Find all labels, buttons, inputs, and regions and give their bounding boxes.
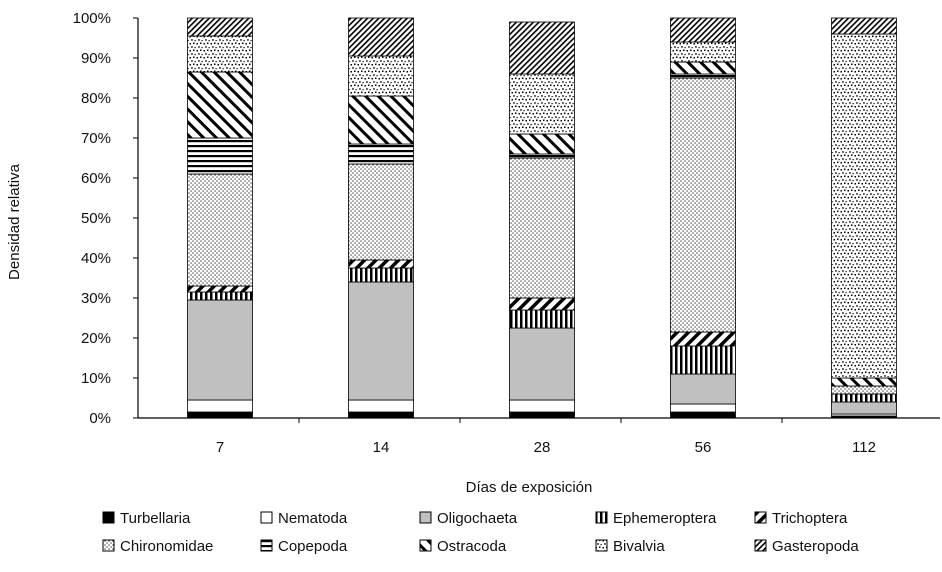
legend-swatch-gasteropoda (754, 539, 767, 552)
x-tick-label: 7 (216, 439, 224, 456)
y-tick-label: 0% (89, 410, 111, 427)
bar-segment-bivalvia-7 (187, 35, 253, 73)
legend-swatch-nematoda (260, 511, 273, 524)
bar-segment-gasteropoda-28 (509, 21, 575, 75)
bar-segment-oligochaeta-14 (348, 281, 414, 401)
bar-segment-bivalvia-56 (670, 41, 736, 63)
y-tick-label: 90% (81, 50, 111, 67)
bar-segment-nematoda-14 (348, 399, 414, 413)
x-tick-label: 56 (695, 439, 712, 456)
x-tick-label: 28 (534, 439, 551, 456)
axes-layer: 0% 10% 20% 30% 40% 50% 60% 70% 80% 90% 100% 7 14 28 56… (73, 10, 940, 456)
legend-swatch-copepoda (260, 539, 273, 552)
bar-segment-oligochaeta-56 (670, 373, 736, 405)
bar-segment-chironomidae-7 (187, 173, 253, 287)
y-axis-title: Densidad relativa (6, 163, 23, 280)
legend-swatch-bivalvia (595, 539, 608, 552)
bar-segment-nematoda-56 (670, 403, 736, 413)
legend-label-bivalvia: Bivalvia (613, 538, 665, 555)
y-tick-label: 10% (81, 370, 111, 387)
y-tick-label: 70% (81, 130, 111, 147)
bar-segment-chironomidae-14 (348, 163, 414, 261)
y-tick-label: 40% (81, 250, 111, 267)
bar-segment-copepoda-56 (670, 73, 736, 79)
bar-segment-gasteropoda-112 (831, 17, 897, 35)
bar-segment-trichoptera-28 (509, 297, 575, 311)
legend-swatch-ephemeroptera (595, 511, 608, 524)
y-tick-label: 80% (81, 90, 111, 107)
bar-segment-ostracoda-14 (348, 95, 414, 145)
y-tick-label: 60% (81, 170, 111, 187)
y-tick-label: 50% (81, 210, 111, 227)
bar-segment-chironomidae-56 (670, 77, 736, 333)
legend-swatch-turbellaria (102, 511, 115, 524)
bar-segment-ephemeroptera-7 (187, 291, 253, 301)
legend-label-gasteropoda: Gasteropoda (772, 538, 859, 555)
legend-swatch-oligochaeta (419, 511, 432, 524)
bar-segment-ephemeroptera-112 (831, 393, 897, 403)
bar-segment-turbellaria-14 (348, 411, 414, 419)
bar-segment-ephemeroptera-56 (670, 345, 736, 375)
bar-segment-gasteropoda-14 (348, 17, 414, 57)
bar-segment-chironomidae-112 (831, 385, 897, 395)
x-axis-title: Días de exposición (466, 479, 593, 496)
legend-label-chironomidae: Chironomidae (120, 538, 213, 555)
bar-segment-ostracoda-112 (831, 377, 897, 387)
bar-segment-ephemeroptera-28 (509, 309, 575, 329)
legend: Turbellaria Nematoda Oligochaeta Ephemeropt… (102, 510, 859, 555)
legend-label-copepoda: Copepoda (278, 538, 348, 555)
bar-segment-copepoda-28 (509, 153, 575, 159)
legend-label-oligochaeta: Oligochaeta (437, 510, 518, 527)
bar-segment-ephemeroptera-14 (348, 267, 414, 283)
legend-swatch-trichoptera (754, 511, 767, 524)
legend-label-ephemeroptera: Ephemeroptera (613, 510, 717, 527)
x-tick-label: 14 (373, 439, 390, 456)
bar-segment-ostracoda-28 (509, 133, 575, 155)
legend-label-nematoda: Nematoda (278, 510, 348, 527)
y-tick-label: 100% (73, 10, 111, 27)
bar-segment-trichoptera-14 (348, 259, 414, 269)
legend-label-ostracoda: Ostracoda (437, 538, 507, 555)
bar-segment-bivalvia-14 (348, 55, 414, 97)
legend-swatch-chironomidae (102, 539, 115, 552)
bar-segment-trichoptera-56 (670, 331, 736, 347)
bar-segment-chironomidae-28 (509, 157, 575, 299)
bar-segment-copepoda-7 (187, 137, 253, 175)
bar-segment-bivalvia-28 (509, 73, 575, 135)
bar-segment-ostracoda-56 (670, 61, 736, 75)
bar-segment-turbellaria-56 (670, 411, 736, 419)
bar-segment-bivalvia-112 (831, 33, 897, 379)
legend-label-turbellaria: Turbellaria (120, 510, 191, 527)
y-tick-label: 30% (81, 290, 111, 307)
x-tick-label: 112 (852, 439, 876, 456)
bar-segment-oligochaeta-28 (509, 327, 575, 401)
bar-segment-copepoda-14 (348, 143, 414, 165)
bar-segment-trichoptera-7 (187, 285, 253, 293)
bar-segment-gasteropoda-7 (187, 17, 253, 37)
bar-segment-turbellaria-7 (187, 411, 253, 419)
bar-segment-turbellaria-28 (509, 411, 575, 419)
bars-layer (187, 17, 897, 419)
bar-segment-nematoda-7 (187, 399, 253, 413)
legend-swatch-ostracoda (419, 539, 432, 552)
bar-segment-nematoda-28 (509, 399, 575, 413)
y-tick-label: 20% (81, 330, 111, 347)
bar-segment-gasteropoda-56 (670, 17, 736, 43)
bar-segment-ostracoda-7 (187, 71, 253, 139)
bar-segment-oligochaeta-7 (187, 299, 253, 401)
legend-label-trichoptera: Trichoptera (772, 510, 848, 527)
bar-segment-oligochaeta-112 (831, 401, 897, 415)
